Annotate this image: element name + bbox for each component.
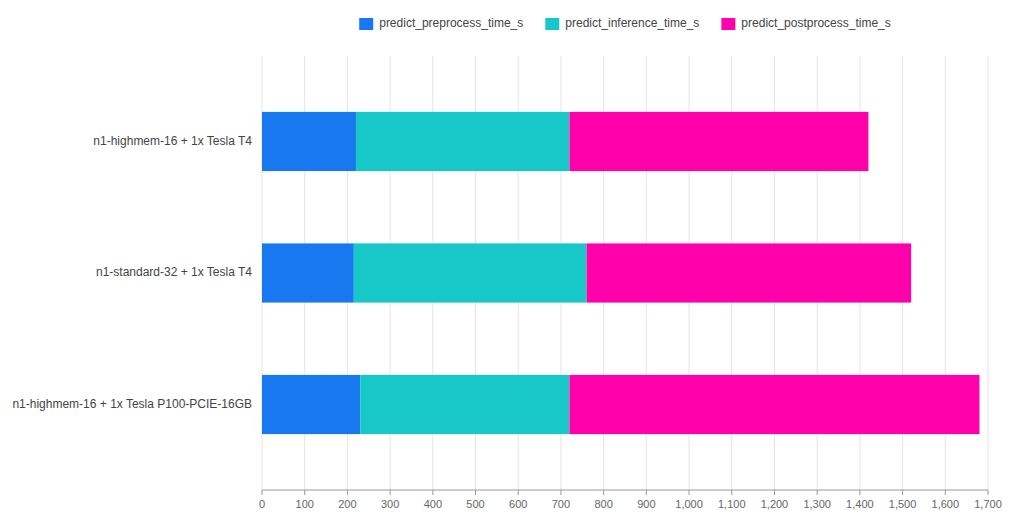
- tick-mark: [731, 490, 732, 495]
- category-label: n1-standard-32 + 1x Tesla T4: [96, 265, 252, 279]
- bars: [262, 112, 979, 434]
- tick-label: 400: [424, 498, 442, 510]
- tick-label: 900: [637, 498, 655, 510]
- chart: 0 100 200 300 400 500 600 700 800 900 1,000 1,100 1,…: [0, 0, 1024, 530]
- bar: [569, 112, 868, 171]
- tick-mark: [390, 490, 391, 495]
- axis-line: [262, 490, 988, 491]
- legend-label: predict_inference_time_s: [565, 16, 699, 30]
- tick-mark: [347, 490, 348, 495]
- tick-label: 600: [509, 498, 527, 510]
- tick-mark: [689, 490, 690, 495]
- tick-mark: [945, 490, 946, 495]
- legend-label: predict_preprocess_time_s: [379, 16, 523, 30]
- bar: [569, 375, 979, 434]
- grid: [262, 56, 988, 490]
- bar: [262, 112, 356, 171]
- tick-label: 1,300: [803, 498, 831, 510]
- tick-label: 1,100: [718, 498, 746, 510]
- legend-swatch: [545, 18, 559, 30]
- tick-mark: [646, 490, 647, 495]
- tick-label: 300: [381, 498, 399, 510]
- plot-area: [262, 56, 988, 490]
- x-axis: 0 100 200 300 400 500 600 700 800 900 1,000 1,100 1,…: [259, 490, 1002, 510]
- tick-label: 1,400: [846, 498, 874, 510]
- tick-mark: [262, 490, 263, 495]
- tick-label: 1,600: [932, 498, 960, 510]
- tick-mark: [817, 490, 818, 495]
- legend: predict_preprocess_time_s predict_inferen…: [359, 16, 891, 30]
- bar: [356, 112, 570, 171]
- tick-mark: [774, 490, 775, 495]
- tick-label: 1,700: [974, 498, 1002, 510]
- bar: [262, 375, 360, 434]
- tick-mark: [902, 490, 903, 495]
- legend-label: predict_postprocess_time_s: [741, 16, 890, 30]
- tick-mark: [518, 490, 519, 495]
- bar: [360, 375, 569, 434]
- tick-label: 700: [552, 498, 570, 510]
- bar: [587, 243, 912, 302]
- bar: [354, 243, 587, 302]
- grid-line: [988, 56, 989, 490]
- legend-swatch: [359, 18, 373, 30]
- tick-label: 500: [466, 498, 484, 510]
- tick-mark: [560, 490, 561, 495]
- tick-label: 200: [338, 498, 356, 510]
- tick-label: 0: [259, 498, 265, 510]
- tick-mark: [432, 490, 433, 495]
- legend-swatch: [721, 18, 735, 30]
- tick-label: 1,200: [761, 498, 789, 510]
- tick-label: 800: [594, 498, 612, 510]
- tick-mark: [603, 490, 604, 495]
- tick-mark: [988, 490, 989, 495]
- tick-label: 1,500: [889, 498, 917, 510]
- tick-label: 1,000: [675, 498, 703, 510]
- tick-mark: [304, 490, 305, 495]
- tick-mark: [475, 490, 476, 495]
- category-label: n1-highmem-16 + 1x Tesla P100-PCIE-16GB: [12, 397, 252, 411]
- tick-label: 100: [296, 498, 314, 510]
- category-label: n1-highmem-16 + 1x Tesla T4: [93, 134, 252, 148]
- bar: [262, 243, 354, 302]
- tick-mark: [859, 490, 860, 495]
